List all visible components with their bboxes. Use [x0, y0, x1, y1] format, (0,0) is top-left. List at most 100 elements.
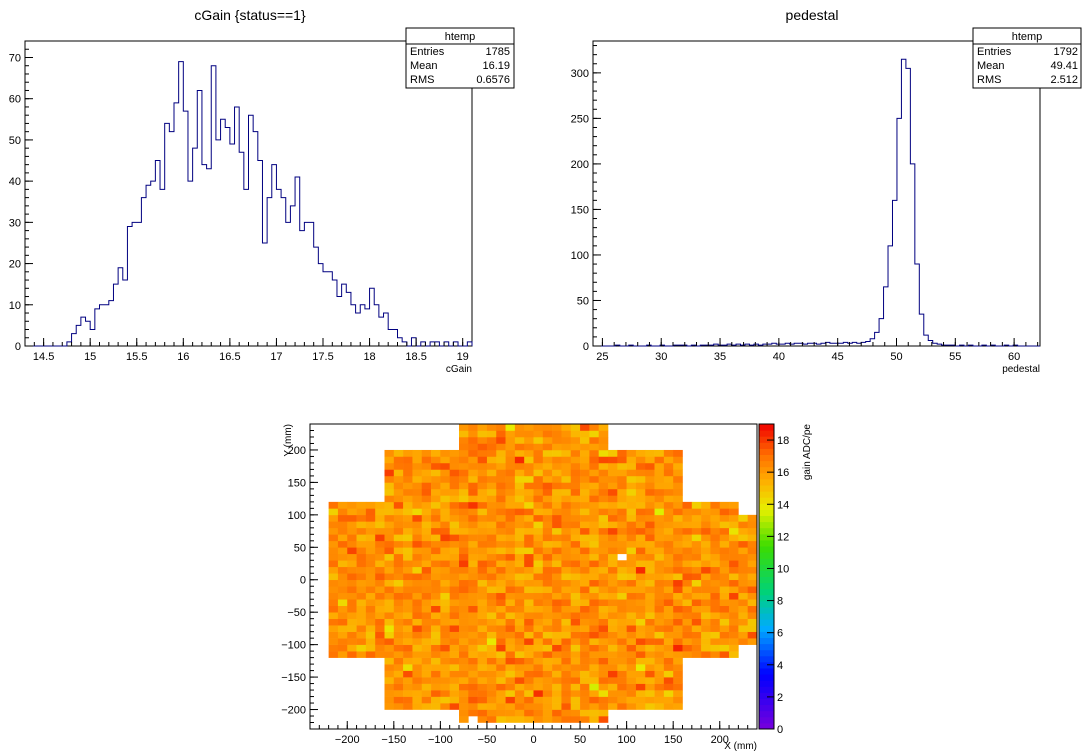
gain-map-cell	[682, 553, 693, 561]
gain-map-cell	[393, 605, 404, 613]
color-scale-band	[759, 460, 774, 468]
gain-map-cell	[328, 599, 339, 607]
gain-map-cell	[421, 592, 432, 600]
gain-map-cell	[682, 540, 693, 548]
gain-map-cell	[514, 677, 525, 684]
gain-map-cell	[347, 508, 357, 516]
gain-map-cell	[459, 670, 469, 678]
gain-map-cell	[589, 677, 599, 684]
gain-map-cell	[337, 586, 348, 594]
gain-map-cell	[533, 683, 544, 691]
gain-map-cell	[561, 625, 572, 632]
gain-map-cell	[347, 566, 357, 574]
x-tick-label: 50	[574, 734, 586, 746]
gain-map-cell	[729, 625, 739, 632]
gain-map-cell	[561, 651, 572, 658]
gain-map-cell	[459, 683, 469, 691]
gain-map-cell	[626, 625, 637, 632]
gain-map-cell	[589, 683, 599, 691]
gain-map-cell	[505, 462, 516, 470]
gain-map-cell	[486, 488, 497, 496]
gain-map-cell	[663, 599, 674, 607]
gain-map-cell	[645, 534, 655, 542]
gain-map-cell	[654, 592, 665, 600]
gain-map-color-scale	[759, 424, 774, 730]
gain-map-cell	[403, 514, 413, 522]
gain-map-cell	[710, 586, 721, 594]
gain-map-cell	[598, 560, 609, 568]
pedestal-stats-box: htemp Entries 1792 Mean 49.41 RMS 2.512	[972, 27, 1082, 89]
gain-map-cell	[552, 475, 562, 483]
gain-map-cell	[738, 579, 748, 587]
gain-map-cell	[654, 657, 665, 665]
gain-map-cell	[561, 579, 572, 587]
gain-map-cell	[747, 521, 758, 529]
gain-map-cell	[654, 521, 665, 529]
pedestal-x-axis: 25 30 35 40 45 50 55 60	[596, 338, 1039, 363]
gain-map-cell	[598, 547, 609, 555]
gain-map-cell	[337, 579, 348, 587]
gain-map-cell	[468, 456, 478, 464]
gain-map-cell	[328, 631, 339, 639]
x-tick-label: 150	[664, 734, 682, 746]
gain-map-cell	[431, 696, 441, 704]
cgain-x-label: cGain	[446, 364, 472, 375]
gain-map-cell	[542, 488, 553, 496]
gain-map-cell	[440, 495, 450, 503]
gain-map-cell	[431, 579, 441, 587]
gain-map-cell	[561, 547, 572, 555]
gain-map-cell	[635, 508, 646, 516]
gain-map-cell	[654, 586, 665, 594]
gain-map-cell	[589, 638, 599, 645]
gain-map-cell	[505, 716, 516, 723]
gain-map-cell	[673, 638, 683, 645]
gain-map-cell	[412, 482, 423, 490]
gain-map-cell	[514, 547, 525, 555]
gain-map-cell	[486, 657, 497, 665]
gain-map-cell	[440, 553, 450, 561]
gain-map-cell	[626, 553, 637, 561]
gain-map-cell	[673, 579, 683, 587]
gain-map-cell	[505, 709, 516, 717]
gain-map-cell	[337, 534, 348, 542]
gain-map-cell	[710, 631, 721, 639]
gain-map-cell	[635, 527, 646, 535]
gain-map-cell	[589, 547, 599, 555]
color-scale-band	[759, 631, 774, 638]
gain-map-cell	[570, 430, 581, 438]
gain-map-cell	[524, 638, 534, 645]
gain-map-cell	[347, 599, 357, 607]
gain-map-cell	[654, 456, 665, 464]
gain-map-cell	[468, 566, 478, 574]
gain-map-cell	[524, 469, 534, 477]
gain-map-cell	[561, 488, 572, 496]
gain-map-cell	[738, 618, 748, 626]
gain-map-cell	[654, 547, 665, 555]
gain-map-cell	[440, 521, 450, 529]
gain-map-cell	[486, 508, 497, 516]
gain-map-cell	[654, 508, 665, 516]
gain-map-cell	[654, 475, 665, 483]
y-tick-label: 250	[571, 113, 589, 125]
gain-map-cell	[421, 547, 432, 555]
gain-map-cell	[663, 553, 674, 561]
pedestal-plot-frame	[592, 40, 1041, 347]
gain-map-cell	[421, 449, 432, 457]
gain-map-cell	[533, 573, 544, 581]
gain-map-cell	[496, 703, 506, 710]
gain-map-cell	[738, 527, 748, 535]
gain-map-cell	[598, 592, 609, 600]
gain-map-cell	[393, 644, 404, 652]
gain-map-cell	[729, 534, 739, 542]
gain-map-cell	[440, 657, 450, 665]
gain-map-cell	[384, 508, 395, 516]
gain-map-cell	[328, 625, 339, 632]
gain-map-cell	[561, 664, 572, 671]
gain-map-cell	[589, 475, 599, 483]
gain-map-cell	[542, 709, 553, 717]
gain-map-cell	[626, 677, 637, 684]
gain-map-cell	[496, 469, 506, 477]
gain-map-cell	[431, 462, 441, 470]
gain-map-cell	[514, 573, 525, 581]
